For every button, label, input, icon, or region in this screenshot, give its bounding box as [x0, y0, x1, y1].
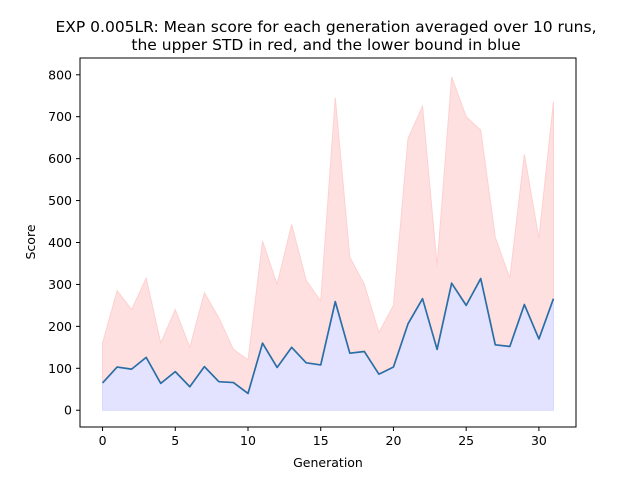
y-tick-label: 100	[48, 361, 72, 376]
x-axis-label: Generation	[293, 455, 363, 470]
x-tick-label: 20	[386, 433, 402, 448]
chart-title-line2: the upper STD in red, and the lower boun…	[131, 36, 520, 54]
x-tick-label: 15	[313, 433, 329, 448]
chart-title-line1: EXP 0.005LR: Mean score for each generat…	[55, 18, 596, 36]
y-axis-label: Score	[23, 224, 38, 259]
y-tick-label: 0	[64, 403, 72, 418]
x-tick-label: 25	[458, 433, 474, 448]
x-tick-label: 30	[531, 433, 547, 448]
y-tick-label: 200	[48, 319, 72, 334]
y-tick-label: 300	[48, 277, 72, 292]
x-tick-label: 0	[99, 433, 107, 448]
x-axis: 0 5 10 15 20 25 30	[99, 427, 547, 448]
y-axis: 0 100 200 300 400 500 600 700 800	[48, 67, 80, 418]
x-tick-label: 5	[171, 433, 179, 448]
y-tick-label: 800	[48, 67, 72, 82]
y-tick-label: 700	[48, 109, 72, 124]
y-tick-label: 600	[48, 151, 72, 166]
y-tick-label: 400	[48, 235, 72, 250]
mean-score-line	[101, 277, 555, 395]
y-tick-label: 500	[48, 193, 72, 208]
x-tick-label: 10	[240, 433, 256, 448]
plot-lines	[101, 277, 555, 395]
plot-fills	[102, 76, 554, 411]
